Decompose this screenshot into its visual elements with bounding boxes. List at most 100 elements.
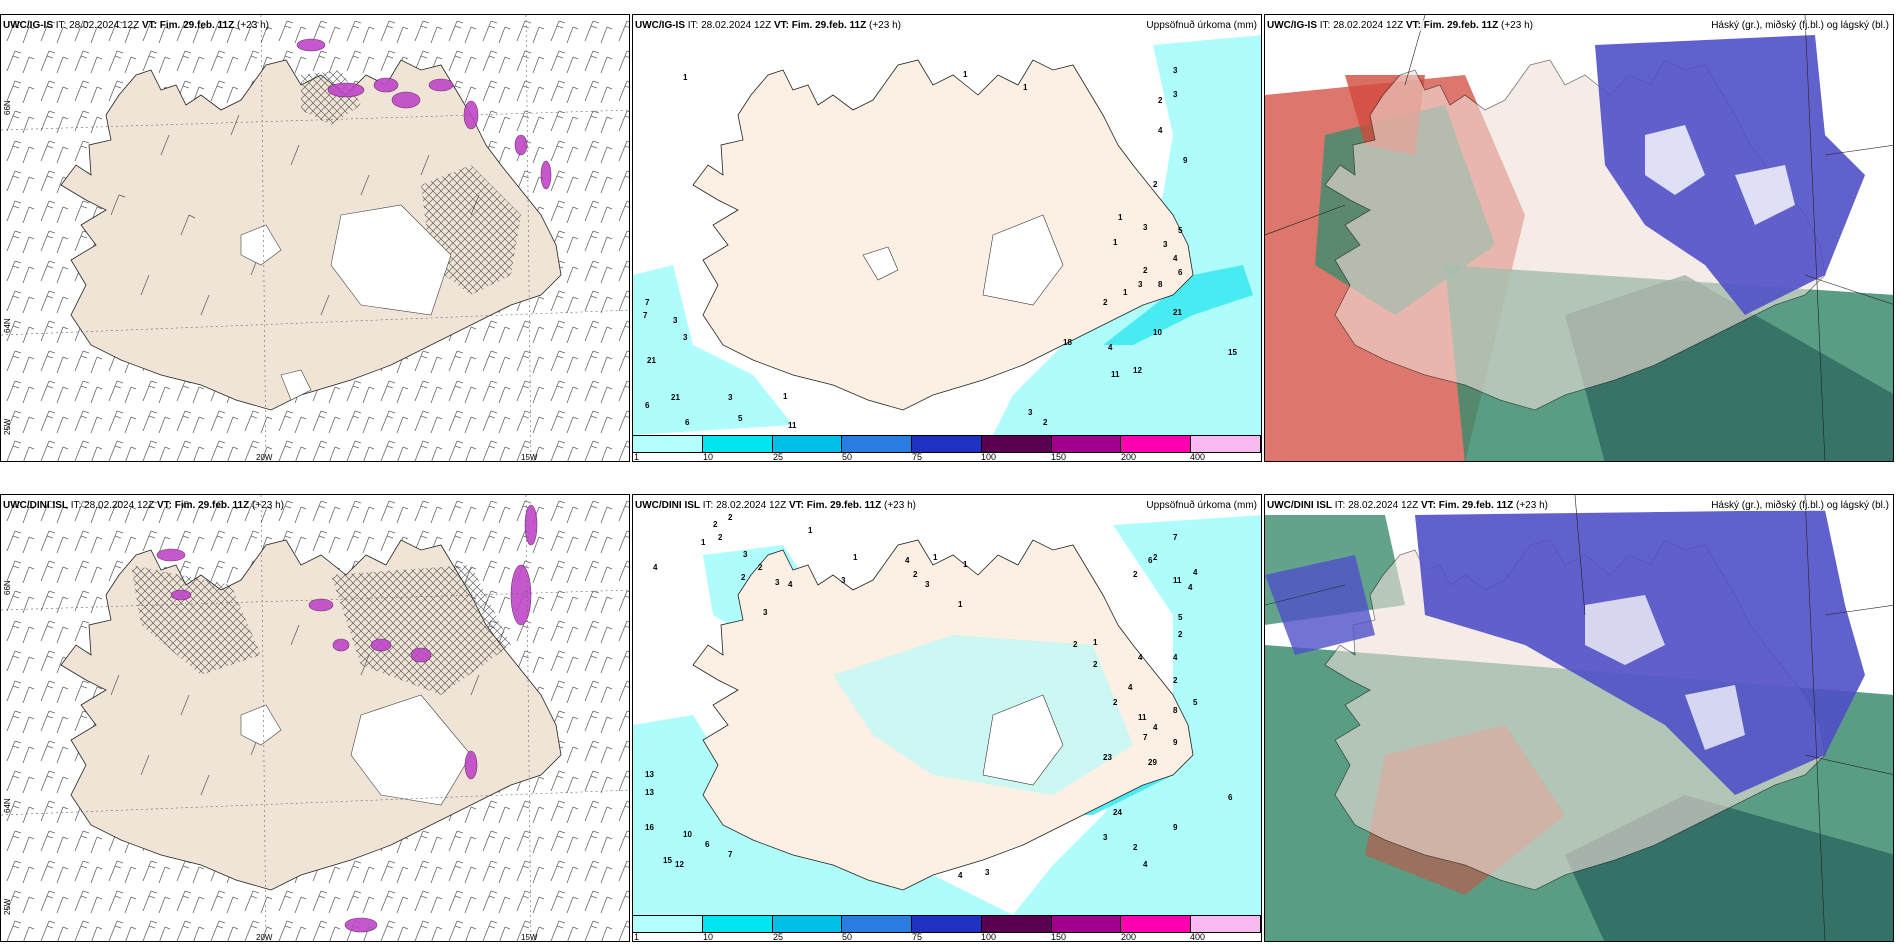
- precip-value: 3: [683, 333, 688, 342]
- cloud-map: [1265, 15, 1893, 461]
- panel-title: Uppsöfnuð úrkoma (mm): [1146, 20, 1257, 31]
- legend-swatch: [912, 436, 982, 452]
- legend-swatch: [1121, 436, 1192, 452]
- precip-value: 10: [683, 830, 692, 839]
- legend-swatch: [981, 916, 1052, 932]
- precip-value: 13: [645, 788, 654, 797]
- precip-value: 1: [853, 553, 858, 562]
- precip-map: 2 2 1 2 1 4 3 2 2 3 4 3 3 1 1 4 2 3 1 1 …: [633, 513, 1261, 915]
- precip-value: 2: [1178, 630, 1183, 639]
- precip-value: 2: [728, 513, 733, 522]
- legend-swatch: [1051, 436, 1122, 452]
- precip-value: 1: [958, 600, 963, 609]
- panel-top-mid-precip: UWC/IG-IS IT: 28.02.2024 12Z VT: Fim. 29…: [632, 14, 1262, 462]
- precip-value: 3: [743, 550, 748, 559]
- legend-label: 1: [634, 452, 640, 462]
- precip-value: 6: [685, 418, 690, 427]
- precip-value: 15: [1228, 348, 1237, 357]
- precip-value: 4: [1188, 583, 1193, 592]
- legend-swatch: [702, 916, 773, 932]
- precip-value: 1: [808, 526, 813, 535]
- precip-value: 6: [645, 401, 650, 410]
- precip-value: 15: [663, 856, 672, 865]
- precip-value: 1: [701, 538, 706, 547]
- legend-label: 75: [912, 452, 923, 462]
- panel-header: UWC/IG-IS IT: 28.02.2024 12Z VT: Fim. 29…: [3, 20, 269, 31]
- panel-header: UWC/IG-IS IT: 28.02.2024 12Z VT: Fim. 29…: [635, 20, 901, 31]
- precip-value: 21: [647, 356, 656, 365]
- precip-value: 9: [1173, 823, 1178, 832]
- panel-title: Háský (gr.), miðský (fj.bl.) og lágský (…: [1711, 500, 1889, 511]
- precip-value: 3: [925, 580, 930, 589]
- legend-swatch: [842, 916, 913, 932]
- precip-value: 3: [1173, 90, 1178, 99]
- precip-value: 2: [1093, 660, 1098, 669]
- precip-value: 1: [933, 553, 938, 562]
- precip-value: 9: [1183, 156, 1188, 165]
- precip-value: 3: [1138, 280, 1143, 289]
- lon-label: 20W: [256, 933, 273, 942]
- precip-value: 8: [1158, 280, 1163, 289]
- precip-value: 23: [1103, 753, 1112, 762]
- legend-label: 10: [703, 932, 714, 942]
- legend-label: 25: [773, 452, 784, 462]
- precip-value: 5: [1178, 613, 1183, 622]
- precip-value: 6: [1228, 793, 1233, 802]
- precip-value: 4: [788, 580, 793, 589]
- precip-value: 2: [718, 533, 723, 542]
- legend-swatch: [981, 436, 1052, 452]
- precip-value: 3: [1163, 240, 1168, 249]
- panel-header: UWC/DINI ISL IT: 28.02.2024 12Z VT: Fim.…: [1267, 500, 1548, 511]
- precip-value: 3: [775, 578, 780, 587]
- precip-value: 1: [1118, 213, 1123, 222]
- precip-value: 8: [1173, 706, 1178, 715]
- precip-value: 18: [1063, 338, 1072, 347]
- legend-swatch: [1051, 916, 1122, 932]
- precip-value: 5: [738, 414, 743, 423]
- wind-map: [1, 15, 629, 461]
- panel-title: Háský (gr.), miðský (fj.bl.) og lágský (…: [1711, 20, 1889, 31]
- panel-bot-right-clouds: UWC/DINI ISL IT: 28.02.2024 12Z VT: Fim.…: [1264, 494, 1894, 942]
- precip-value: 2: [1113, 698, 1118, 707]
- panel-title: Uppsöfnuð úrkoma (mm): [1146, 500, 1257, 511]
- precip-value: 21: [1173, 308, 1182, 317]
- cloud-map: [1265, 495, 1893, 941]
- precip-value: 29: [1148, 758, 1157, 767]
- legend-swatch: [772, 436, 843, 452]
- lat-label: 64N: [3, 318, 12, 333]
- precip-value: 2: [1073, 640, 1078, 649]
- precip-value: 1: [683, 73, 688, 82]
- precip-value: 3: [1143, 223, 1148, 232]
- panel-header: UWC/DINI ISL IT: 28.02.2024 12Z VT: Fim.…: [3, 500, 284, 511]
- precip-value: 4: [1173, 653, 1178, 662]
- legend-swatch: [772, 916, 843, 932]
- precip-value: 3: [985, 868, 990, 877]
- precip-value: 2: [1103, 298, 1108, 307]
- legend-label: 150: [1051, 452, 1067, 462]
- precip-value: 4: [958, 871, 963, 880]
- panel-bot-left-wind-snow: UWC/DINI ISL IT: 28.02.2024 12Z VT: Fim.…: [0, 494, 630, 942]
- legend-label: 400: [1190, 452, 1206, 462]
- precip-value: 7: [728, 850, 733, 859]
- precip-value: 4: [905, 556, 910, 565]
- precip-value: 2: [1153, 553, 1158, 562]
- legend-swatch: [1191, 436, 1261, 452]
- precip-value: 2: [1133, 570, 1138, 579]
- legend-label: 200: [1121, 932, 1137, 942]
- precip-value: 2: [1173, 676, 1178, 685]
- precip-value: 2: [713, 520, 718, 529]
- precip-value: 2: [1133, 843, 1138, 852]
- precip-value: 4: [1193, 568, 1198, 577]
- precip-map: 1 1 1 3 3 2 4 9 2 1 1 3 3 5 4 6 2 3 8 2 …: [633, 35, 1261, 435]
- precip-value: 6: [1178, 268, 1183, 277]
- legend-swatch: [702, 436, 773, 452]
- precip-legend: 1 10 25 50 75 100 150 200 400: [633, 915, 1261, 941]
- precip-value: 7: [1173, 533, 1178, 542]
- lon-label: 20W: [256, 453, 273, 462]
- precip-value: 21: [671, 393, 680, 402]
- precip-value: 2: [913, 570, 918, 579]
- precip-value: 1: [1093, 638, 1098, 647]
- precip-value: 2: [1158, 96, 1163, 105]
- wind-map: [1, 495, 629, 941]
- precip-value: 4: [1153, 723, 1158, 732]
